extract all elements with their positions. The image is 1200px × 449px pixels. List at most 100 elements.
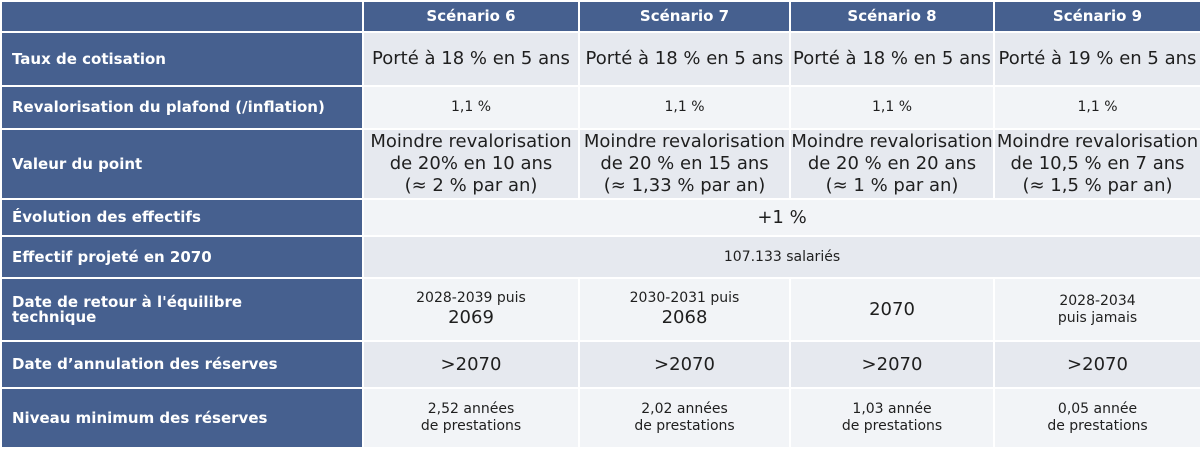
row-label-text: technique bbox=[12, 307, 97, 326]
cell-text: 2028-2039 puis bbox=[416, 290, 526, 306]
cell-text: de 20 % en 20 ans bbox=[807, 153, 977, 174]
table-cell: 0,05 année de prestations bbox=[993, 387, 1200, 449]
cell-text: 2030-2031 puis bbox=[629, 290, 740, 306]
row-label: Niveau minimum des réserves bbox=[0, 387, 364, 449]
column-header: Scénario 6 bbox=[362, 0, 580, 33]
table-cell: 1,03 année de prestations bbox=[789, 387, 995, 449]
table-cell: >2070 bbox=[789, 340, 995, 389]
table-cell: Porté à 18 % en 5 ans bbox=[362, 31, 580, 87]
table-cell: Porté à 18 % en 5 ans bbox=[789, 31, 995, 87]
row-label-text: Évolution des effectifs bbox=[12, 208, 201, 226]
cell-text: de 10,5 % en 7 ans bbox=[1010, 153, 1185, 174]
cell-text: Porté à 18 % en 5 ans bbox=[585, 48, 784, 69]
cell-text: (≈ 1,33 % par an) bbox=[603, 175, 766, 196]
cell-text: (≈ 1 % par an) bbox=[825, 175, 959, 196]
column-header: Scénario 8 bbox=[789, 0, 995, 33]
table-cell: 107.133 salariés bbox=[362, 235, 1200, 279]
cell-text: de 20% en 10 ans bbox=[389, 153, 553, 174]
cell-text: 2068 bbox=[661, 307, 708, 328]
table-row: Date d’annulation des réserves >2070 >2070… bbox=[0, 340, 1200, 389]
corner-cell bbox=[0, 0, 364, 33]
cell-text: (≈ 2 % par an) bbox=[404, 175, 538, 196]
cell-text: 1,1 % bbox=[664, 99, 705, 115]
cell-text: Porté à 18 % en 5 ans bbox=[372, 48, 570, 69]
row-label: Effectif projeté en 2070 bbox=[0, 235, 364, 279]
table-cell: 1,1 % bbox=[578, 85, 791, 130]
cell-text: (≈ 1,5 % par an) bbox=[1022, 175, 1173, 196]
table-cell: 2070 bbox=[789, 277, 995, 342]
cell-text: >2070 bbox=[654, 353, 715, 375]
cell-text: +1 % bbox=[757, 206, 807, 228]
row-label: Date de retour à l'équilibre technique bbox=[0, 277, 364, 342]
table-cell: >2070 bbox=[578, 340, 791, 389]
table-cell: Moindre revalorisation de 10,5 % en 7 ans… bbox=[993, 128, 1200, 200]
table-cell: >2070 bbox=[362, 340, 580, 389]
cell-text: 1,03 année bbox=[852, 401, 932, 417]
row-label-text: Revalorisation du plafond (/inflation) bbox=[12, 98, 325, 116]
column-header: Scénario 9 bbox=[993, 0, 1200, 33]
cell-text: >2070 bbox=[861, 353, 923, 375]
cell-text: Porté à 18 % en 5 ans bbox=[793, 48, 991, 69]
row-label: Revalorisation du plafond (/inflation) bbox=[0, 85, 364, 130]
cell-text: Moindre revalorisation bbox=[996, 131, 1199, 152]
table-cell: 1,1 % bbox=[789, 85, 995, 130]
cell-text: >2070 bbox=[1067, 353, 1128, 375]
table-cell: 2030-2031 puis 2068 bbox=[578, 277, 791, 342]
row-label-text: Date de retour à l'équilibre bbox=[12, 292, 243, 311]
cell-text: de 20 % en 15 ans bbox=[600, 153, 769, 174]
cell-text: 1,1 % bbox=[1077, 99, 1118, 115]
cell-text: 1,1 % bbox=[450, 99, 492, 115]
cell-text: >2070 bbox=[440, 353, 502, 375]
cell-text: 2,52 années bbox=[427, 401, 515, 417]
table-row: Niveau minimum des réserves 2,52 années de… bbox=[0, 387, 1200, 449]
row-label: Valeur du point bbox=[0, 128, 364, 200]
row-label-text: Taux de cotisation bbox=[12, 49, 166, 68]
cell-text: de prestations bbox=[1047, 418, 1148, 434]
cell-text: 107.133 salariés bbox=[723, 248, 841, 265]
table-row: Revalorisation du plafond (/inflation) 1,… bbox=[0, 85, 1200, 130]
cell-text: de prestations bbox=[420, 418, 522, 434]
cell-text: 2069 bbox=[448, 307, 494, 328]
cell-text: Moindre revalorisation bbox=[791, 131, 993, 152]
table-row: Effectif projeté en 2070 107.133 salariés bbox=[0, 235, 1200, 279]
row-label: Taux de cotisation bbox=[0, 31, 364, 87]
table-cell: Moindre revalorisation de 20 % en 15 ans(… bbox=[578, 128, 791, 200]
row-label: Date d’annulation des réserves bbox=[0, 340, 364, 389]
table-cell: Porté à 18 % en 5 ans bbox=[578, 31, 791, 87]
cell-text: 2070 bbox=[869, 298, 915, 320]
table-cell: 2,02 années de prestations bbox=[578, 387, 791, 449]
table-cell: 2028-2039 puis 2069 bbox=[362, 277, 580, 342]
cell-text: de prestations bbox=[634, 418, 735, 434]
header-row: Scénario 6 Scénario 7 Scénario 8 Scénario 9 bbox=[0, 0, 1200, 33]
table-cell: Moindre revalorisation de 20 % en 20 ans(… bbox=[789, 128, 995, 200]
table-cell: +1 % bbox=[362, 198, 1200, 237]
table-cell: 2,52 années de prestations bbox=[362, 387, 580, 449]
table-cell: 2028-2034 puis jamais bbox=[993, 277, 1200, 342]
cell-text: Moindre revalorisation bbox=[370, 131, 572, 152]
cell-text: 0,05 année bbox=[1057, 401, 1138, 417]
cell-text: Porté à 19 % en 5 ans bbox=[998, 48, 1197, 69]
table-cell: Porté à 19 % en 5 ans bbox=[993, 31, 1200, 87]
row-label-text: Date d’annulation des réserves bbox=[12, 355, 278, 373]
table-row: Valeur du point Moindre revalorisation de … bbox=[0, 128, 1200, 200]
table-cell: Moindre revalorisation de 20% en 10 ans (≈… bbox=[362, 128, 580, 200]
row-label-text: Effectif projeté en 2070 bbox=[12, 247, 212, 266]
table-row: Évolution des effectifs +1 % bbox=[0, 198, 1200, 237]
table-cell: 1,1 % bbox=[362, 85, 580, 130]
cell-text: Moindre revalorisation bbox=[583, 131, 786, 152]
table-row: Date de retour à l'équilibre technique 202… bbox=[0, 277, 1200, 342]
cell-text: 1,1 % bbox=[871, 99, 913, 115]
table-row: Taux de cotisation Porté à 18 % en 5 ans P… bbox=[0, 31, 1200, 87]
row-label: Évolution des effectifs bbox=[0, 198, 364, 237]
cell-text: de prestations bbox=[841, 418, 943, 434]
cell-text: 2,02 années bbox=[641, 401, 728, 417]
table-cell: 1,1 % bbox=[993, 85, 1200, 130]
cell-text: puis jamais bbox=[1057, 309, 1138, 326]
row-label-text: Niveau minimum des réserves bbox=[12, 408, 268, 427]
cell-text: 2028-2034 bbox=[1059, 292, 1136, 309]
column-header: Scénario 7 bbox=[578, 0, 791, 33]
table-cell: >2070 bbox=[993, 340, 1200, 389]
row-label-text: Valeur du point bbox=[12, 154, 143, 173]
